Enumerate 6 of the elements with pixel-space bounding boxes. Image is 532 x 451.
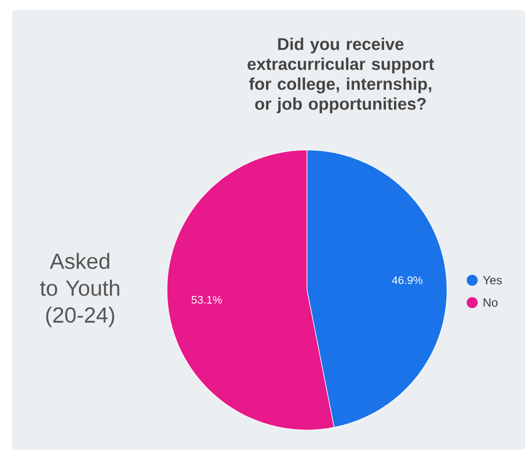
data-label: 46.9%	[392, 276, 422, 284]
legend-label: Yes	[482, 276, 502, 284]
data-label: 53.1%	[192, 296, 222, 304]
legend-label: No	[484, 298, 498, 307]
chart-title: Did you receive extracurricular support for college, internship, or job opportunities?	[248, 38, 434, 114]
text: Asked to Youth (20-24)	[40, 252, 120, 328]
